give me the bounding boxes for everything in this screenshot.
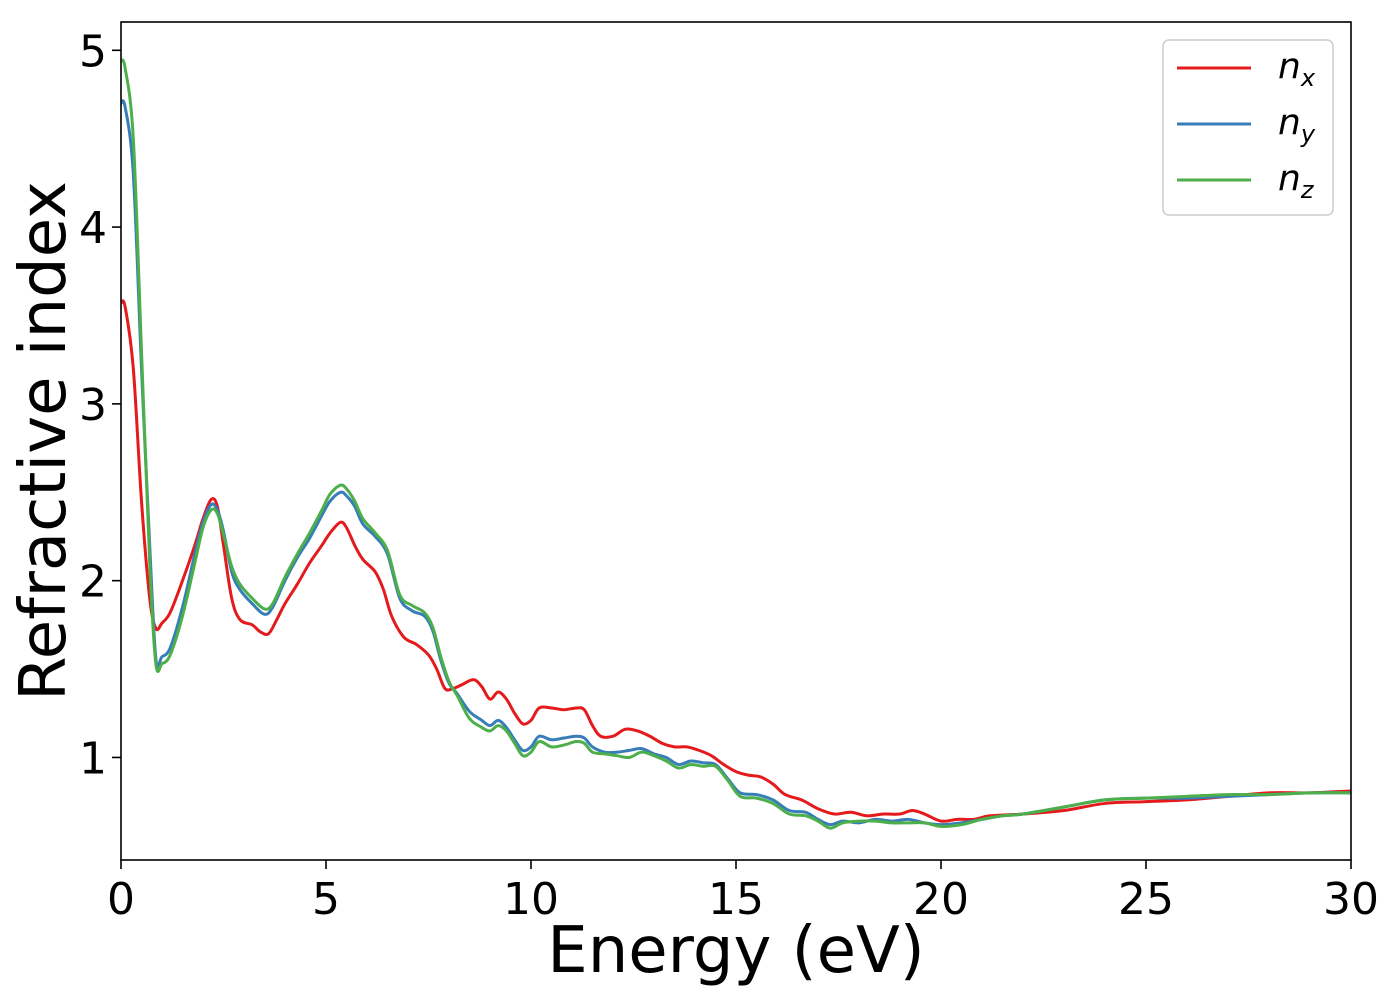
y-axis: 1 2 3 4 5 (79, 26, 121, 784)
plot-series (121, 58, 1351, 830)
legend-label-nx: nx (1278, 46, 1316, 92)
series-line-nx (121, 299, 1351, 823)
legend-box (1162, 39, 1334, 216)
x-tick-label: 25 (1118, 874, 1174, 925)
y-tick-label: 2 (79, 557, 107, 608)
x-axis: 0 5 10 15 20 25 30 (107, 860, 1379, 925)
legend: nx ny nz (1162, 39, 1334, 216)
y-tick-label: 3 (79, 380, 107, 431)
legend-label-nz: nz (1278, 158, 1315, 204)
x-tick-label: 15 (708, 874, 764, 925)
y-axis-label: Refractive index (7, 181, 81, 701)
x-tick-label: 20 (913, 874, 969, 925)
legend-label-ny: ny (1278, 102, 1316, 148)
x-axis-label: Energy (eV) (547, 914, 925, 988)
x-tick-label: 10 (503, 874, 559, 925)
y-tick-label: 1 (79, 733, 107, 784)
series-line-nz (121, 58, 1351, 830)
y-tick-label: 5 (79, 26, 107, 77)
x-tick-label: 30 (1323, 874, 1379, 925)
x-tick-label: 5 (312, 874, 340, 925)
x-tick-label: 0 (107, 874, 135, 925)
y-tick-label: 4 (79, 203, 107, 254)
